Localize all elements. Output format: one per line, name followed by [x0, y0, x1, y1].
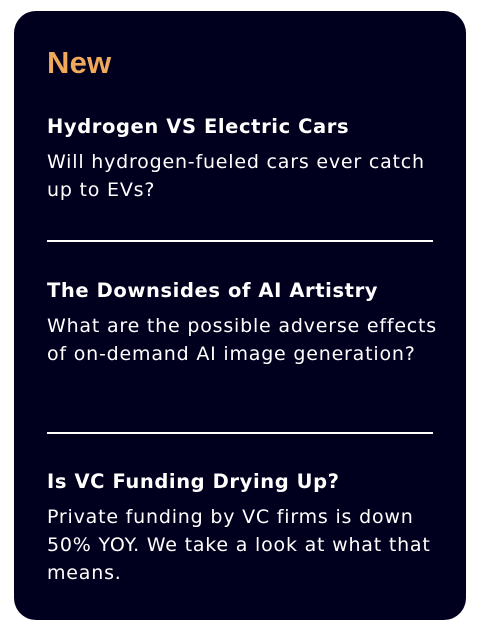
- article-title[interactable]: Is VC Funding Drying Up?: [47, 470, 340, 493]
- divider: [47, 240, 433, 242]
- article-description: What are the possible adverse effects of…: [47, 315, 438, 365]
- article-title[interactable]: The Downsides of AI Artistry: [47, 279, 379, 302]
- new-articles-card: New Hydrogen VS Electric Cars Will hydro…: [14, 11, 466, 620]
- article-item[interactable]: Hydrogen VS Electric Cars Will hydrogen-…: [47, 114, 439, 204]
- article-title[interactable]: Hydrogen VS Electric Cars: [47, 115, 350, 138]
- article-item[interactable]: The Downsides of AI Artistry What are th…: [47, 278, 439, 368]
- article-description: Private funding by VC firms is down 50% …: [47, 506, 431, 584]
- divider: [47, 432, 433, 434]
- article-item[interactable]: Is VC Funding Drying Up? Private funding…: [47, 469, 439, 587]
- section-title: New: [47, 45, 112, 80]
- article-description: Will hydrogen-fueled cars ever catch up …: [47, 151, 425, 201]
